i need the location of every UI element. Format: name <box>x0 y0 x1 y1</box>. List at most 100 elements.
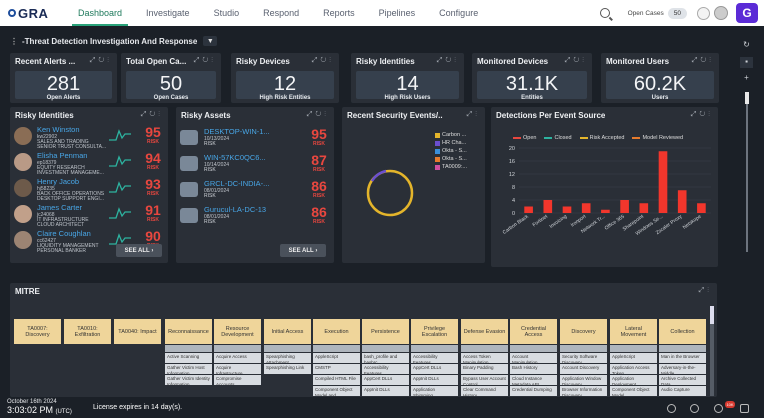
mitre-technique-cell[interactable]: Acquire Infrastructure <box>214 364 261 374</box>
kpi-monitored-users[interactable]: Monitored Users ⤢↻⋮ 60.2K Users <box>601 53 719 103</box>
mitre-technique-cell[interactable]: AppCert DLLs <box>362 375 409 385</box>
mitre-technique-cell[interactable]: Cloud Instance Metadata API <box>510 375 557 385</box>
search-icon[interactable] <box>599 8 610 18</box>
nav-respond[interactable]: Respond <box>263 8 300 18</box>
panel-controls-icon[interactable]: ⤢↻⋮ <box>311 57 334 64</box>
mitre-technique-cell[interactable]: Spearphishing Attachment <box>264 353 311 363</box>
mitre-technique-cell[interactable]: Accessibility Features <box>411 353 458 363</box>
save-icon[interactable]: ▪ <box>740 57 753 68</box>
mitre-technique-cell[interactable]: bash_profile and bashrc <box>362 353 409 363</box>
settings-icon[interactable] <box>740 404 749 413</box>
asset-name[interactable]: WIN-57KC0QC6... <box>204 153 266 162</box>
mitre-technique-cell[interactable]: Compromise Accounts <box>214 375 261 385</box>
nav-investigate[interactable]: Investigate <box>146 8 190 18</box>
kpi-monitored-devices[interactable]: Monitored Devices ⤢↻⋮ 31.1K Entities <box>472 53 592 103</box>
mitre-tactic-header[interactable]: Privilege Escalation <box>411 319 458 344</box>
mitre-technique-cell[interactable]: Application Window Discovery <box>560 375 607 385</box>
see-all-identities-button[interactable]: SEE ALL › <box>116 244 162 257</box>
identity-name[interactable]: Henry Jacob <box>37 177 80 186</box>
mitre-technique-cell[interactable]: Compiled HTML File <box>313 375 360 385</box>
mitre-tactic-header[interactable]: Initial Access <box>264 319 311 344</box>
mitre-technique-cell[interactable]: Accessibility Features <box>362 364 409 374</box>
nav-dashboard[interactable]: Dashboard <box>66 0 134 26</box>
asset-name[interactable]: DESKTOP-WIN-1... <box>204 127 270 136</box>
mitre-technique-cell[interactable]: Application Shimming <box>411 386 458 396</box>
bar-network-tr-[interactable] <box>601 209 610 213</box>
kpi-risky-devices[interactable]: Risky Devices ⤢↻⋮ 12 High Risk Entities <box>231 53 339 103</box>
mitre-technique-cell[interactable]: Acquire Access <box>214 353 261 363</box>
mitre-tactic-header[interactable]: TA0007: Discovery <box>14 319 61 344</box>
mitre-scroll-thumb[interactable] <box>710 306 714 324</box>
chart-legend-item[interactable]: Model Reviewed <box>632 135 683 141</box>
asset-row[interactable]: WIN-57KC0QC6... 10/14/2024 RISK 87 RISK <box>180 152 328 175</box>
asset-name[interactable]: Gurucul-LA-DC-13 <box>204 205 267 214</box>
panel-controls-icon[interactable]: ⤢↻⋮ <box>193 57 216 64</box>
mitre-technique-cell[interactable]: CMSTP <box>313 364 360 374</box>
mitre-technique-cell[interactable]: Component Object Model and Distributed C… <box>313 386 360 396</box>
nav-pipelines[interactable]: Pipelines <box>378 8 416 18</box>
bar-office-365[interactable] <box>620 200 629 213</box>
identity-name[interactable]: Ken Winston <box>37 125 80 134</box>
mitre-tactic-header[interactable]: TA0010: Exfiltration <box>64 319 111 344</box>
mitre-technique-cell[interactable]: Application Access Token <box>610 364 657 374</box>
mitre-technique-cell[interactable]: Browser Information Discovery <box>560 386 607 396</box>
events-legend-item[interactable]: Okta - S... <box>435 147 467 155</box>
mitre-tactic-header[interactable]: Credential Access <box>510 319 557 344</box>
mitre-technique-cell[interactable]: Security Software Discovery <box>560 353 607 363</box>
help-icon[interactable] <box>690 404 699 413</box>
mitre-tactic-header[interactable]: TA0040: Impact <box>114 319 161 344</box>
mitre-technique-cell[interactable]: Application Deployment Software <box>610 375 657 385</box>
nav-configure[interactable]: Configure <box>439 8 479 18</box>
panel-controls-icon[interactable]: ⤢⋮ <box>698 287 712 294</box>
brand-logo[interactable]: GRA <box>8 6 52 21</box>
bar-carbon-black[interactable] <box>524 206 533 214</box>
events-legend-item[interactable]: HR Cha... <box>435 139 467 147</box>
panel-controls-icon[interactable]: ⤢↻⋮ <box>436 57 459 64</box>
mitre-scrollbar[interactable] <box>710 306 714 396</box>
panel-controls-icon[interactable]: ⤢↻⋮ <box>564 57 587 64</box>
mitre-tactic-header[interactable]: Resource Development <box>214 319 261 344</box>
mitre-tactic-header[interactable]: Execution <box>313 319 360 344</box>
panel-controls-icon[interactable]: ⤢↻⋮ <box>691 57 714 64</box>
identity-name[interactable]: Elisha Penman <box>37 151 88 160</box>
asset-row[interactable]: GRCL-DC-INDIA-... 08/01/2024 RISK 86 RISK <box>180 178 328 201</box>
mitre-technique-cell[interactable]: Archive Collected Data <box>659 375 706 385</box>
chart-legend-item[interactable]: Risk Accepted <box>579 135 624 141</box>
mitre-technique-cell[interactable]: Component Object Model <box>610 386 657 396</box>
rail-scroll-track[interactable] <box>746 92 748 252</box>
mitre-tactic-header[interactable]: Defense Evasion <box>461 319 508 344</box>
mitre-technique-cell[interactable]: Adversary-in-the-Middle <box>659 364 706 374</box>
chart-legend-item[interactable]: Closed <box>544 135 572 141</box>
mitre-tactic-header[interactable]: Reconnaissance <box>165 319 212 344</box>
mitre-technique-cell[interactable]: Credential Dumping <box>510 386 557 396</box>
mitre-technique-cell[interactable]: AppCert DLLs <box>411 364 458 374</box>
panel-controls-icon[interactable]: ⤢↻⋮ <box>140 111 163 118</box>
panel-controls-icon[interactable]: ⤢↻⋮ <box>89 57 112 64</box>
mitre-tactic-header[interactable]: Discovery <box>560 319 607 344</box>
identity-name[interactable]: James Carter <box>37 203 83 212</box>
drag-handle-icon[interactable]: ⋮ <box>10 36 18 46</box>
bar-zscaler-proxy[interactable] <box>677 190 687 213</box>
asset-row[interactable]: DESKTOP-WIN-1... 10/13/2024 RISK 95 RISK <box>180 126 328 149</box>
mitre-technique-cell[interactable]: AppInit DLLs <box>362 386 409 396</box>
nav-reports[interactable]: Reports <box>323 8 355 18</box>
events-legend-item[interactable]: Okta - S... <box>435 155 467 163</box>
mitre-tactic-header[interactable]: Persistence <box>362 319 409 344</box>
identity-row[interactable]: James Carter jc24068 IT INFRASTRUCTURE CLOU… <box>14 202 162 228</box>
mitre-technique-cell[interactable]: AppInit DLLs <box>411 375 458 385</box>
panel-controls-icon[interactable]: ⤢⋮ <box>466 111 480 118</box>
chart-legend-item[interactable]: Open <box>513 135 536 141</box>
bar-invoicing[interactable] <box>562 206 572 214</box>
mitre-technique-cell[interactable]: Spearphishing Link <box>264 364 311 374</box>
app-switcher-icon[interactable]: G <box>736 3 758 23</box>
mitre-technique-cell[interactable]: Account Discovery <box>560 364 607 374</box>
refresh-icon[interactable]: ↻ <box>743 40 750 49</box>
panel-controls-icon[interactable]: ⤢↻⋮ <box>306 111 329 118</box>
asset-row[interactable]: Gurucul-LA-DC-13 08/01/2024 RISK 86 RISK <box>180 204 328 227</box>
mitre-technique-cell[interactable]: Clear Command History <box>461 386 508 396</box>
mitre-technique-cell[interactable]: Bash History <box>510 364 557 374</box>
mitre-tactic-header[interactable]: Lateral Movement <box>610 319 657 344</box>
mitre-tactic-header[interactable]: Collection <box>659 319 706 344</box>
identity-row[interactable]: Henry Jacob hj58235 BACK OFFICE OPERATIONS… <box>14 176 162 202</box>
identity-row[interactable]: Ken Winston kw22902 SALES AND TRADING SENIO… <box>14 124 162 150</box>
